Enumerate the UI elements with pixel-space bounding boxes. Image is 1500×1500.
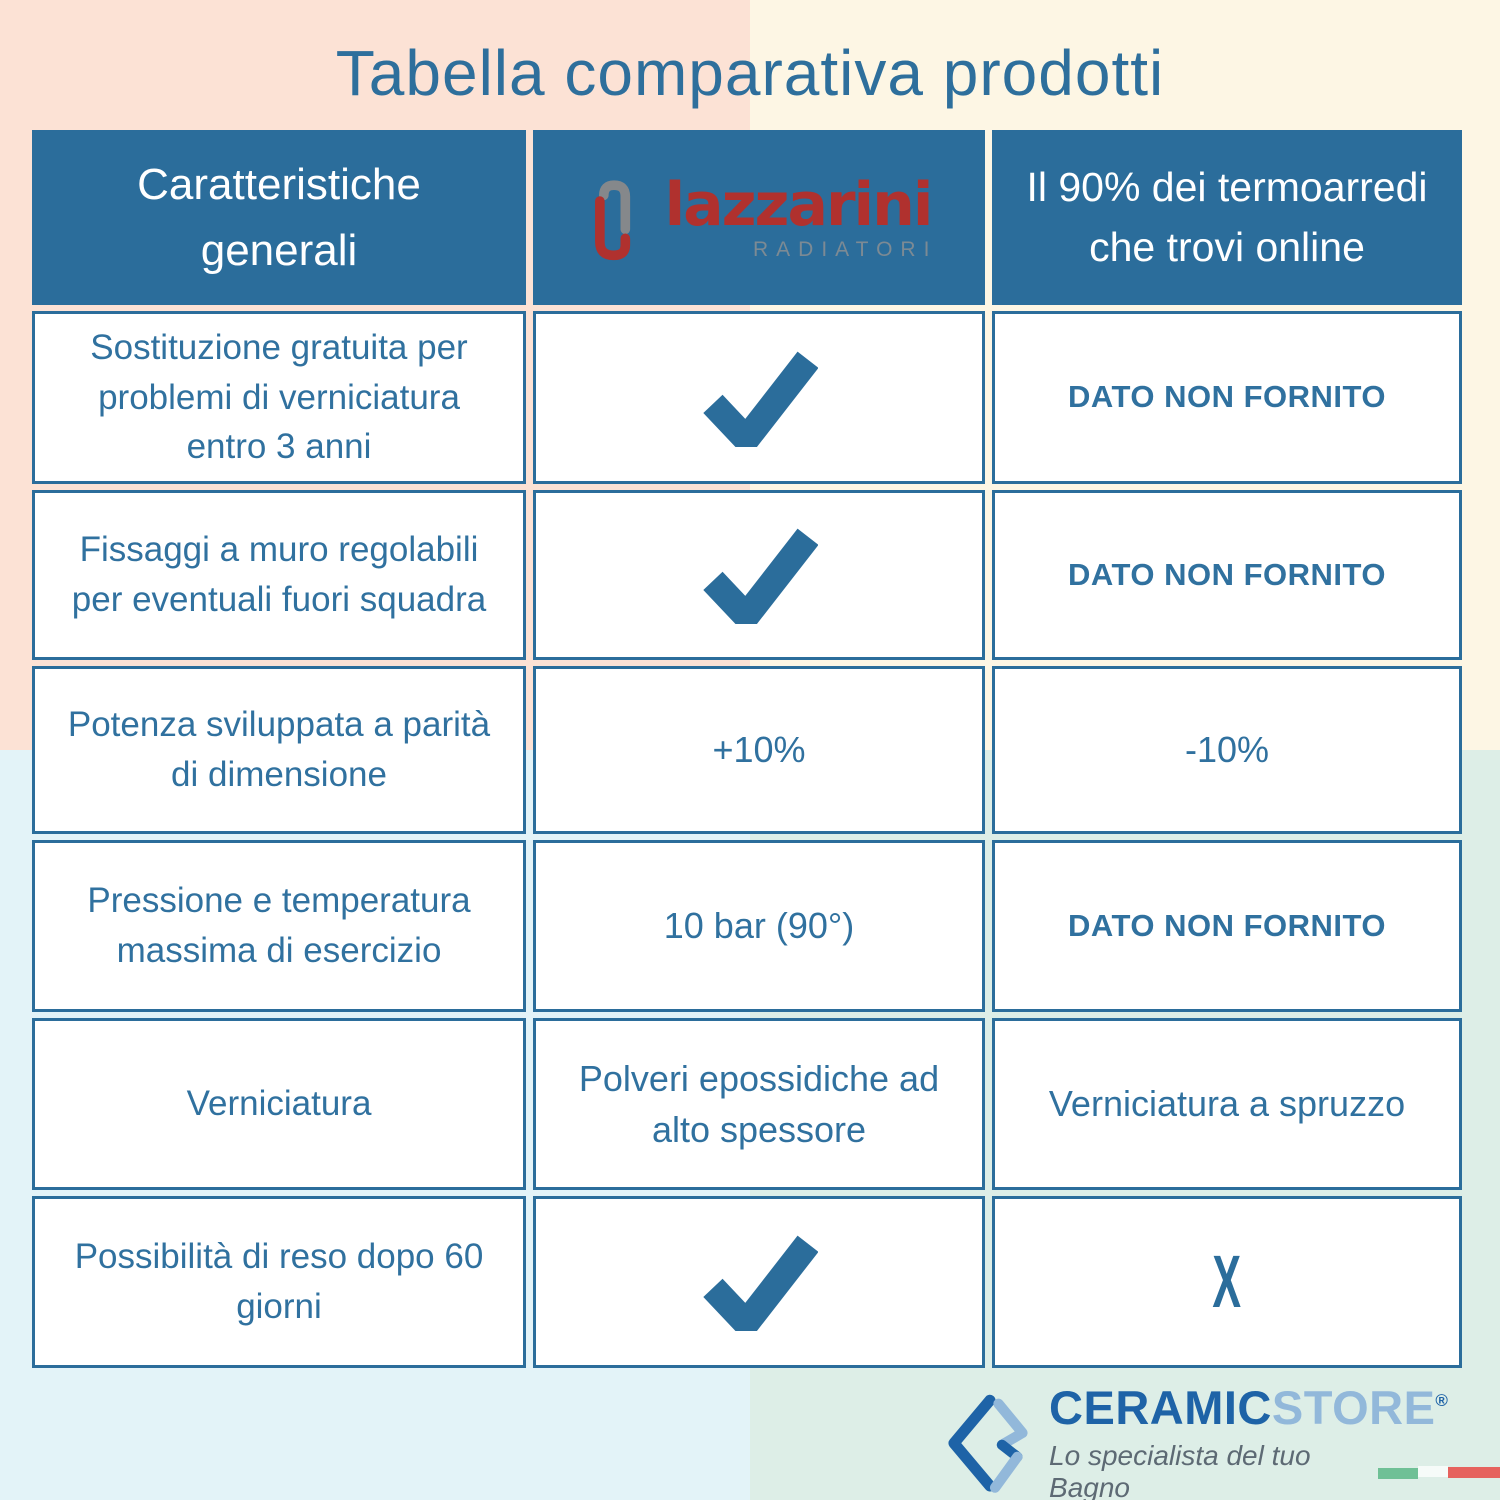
- row-4-label-cell: Pressione e temperatura massima di eserc…: [32, 840, 526, 1012]
- header-lazzarini-cell: lazzarini RADIATORI: [533, 130, 985, 305]
- row-3-label: Potenza sviluppata a parità di dimension…: [67, 705, 491, 794]
- lazzarini-subtitle: RADIATORI: [753, 238, 938, 261]
- header-competitors-cell: Il 90% dei termoarredi che trovi online: [992, 130, 1462, 305]
- row-4-lazzarini-value: 10 bar (90°): [663, 905, 855, 947]
- row-1-label: Sostituzione gratuita per problemi di ve…: [90, 327, 468, 467]
- row-5-others-value: Verniciatura a spruzzo: [1048, 1083, 1406, 1125]
- row-6-label-cell: Possibilità di reso dopo 60 giorni: [32, 1196, 526, 1368]
- ceramicstore-wordmark: CERAMICSTORE®: [1049, 1384, 1500, 1431]
- header-features-cell: Caratteristiche generali: [32, 130, 526, 305]
- lazzarini-logo: lazzarini RADIATORI: [587, 170, 934, 261]
- check-icon: [703, 1235, 818, 1331]
- row-3-lazzarini-value: +10%: [712, 729, 806, 771]
- ceramicstore-diamond-icon: [948, 1394, 1028, 1493]
- row-4-label: Pressione e temperatura massima di eserc…: [87, 881, 471, 970]
- ceramicstore-tagline: Lo specialista del tuo Bagno: [1049, 1440, 1311, 1500]
- header-competitors-label: Il 90% dei termoarredi che trovi online: [1026, 164, 1428, 270]
- row-6-others-cell: X: [992, 1196, 1462, 1368]
- row-2-others-cell: DATO NON FORNITO: [992, 490, 1462, 660]
- brand-secondary: STORE: [1271, 1381, 1436, 1434]
- cross-icon: X: [1212, 1240, 1242, 1323]
- registered-mark: ®: [1435, 1391, 1449, 1410]
- row-4-others-cell: DATO NON FORNITO: [992, 840, 1462, 1012]
- row-4-lazzarini-cell: 10 bar (90°): [533, 840, 985, 1012]
- italian-flag-icon: [1378, 1465, 1500, 1479]
- lazzarini-logo-icon: [594, 179, 630, 260]
- check-icon: [703, 351, 818, 447]
- row-1-others-cell: DATO NON FORNITO: [992, 311, 1462, 484]
- row-5-label: Verniciatura: [186, 1084, 372, 1124]
- ceramicstore-logo: CERAMICSTORE® Lo specialista del tuo Bag…: [942, 1384, 1500, 1500]
- row-3-label-cell: Potenza sviluppata a parità di dimension…: [32, 666, 526, 834]
- row-5-lazzarini-cell: Polveri epossidiche ad alto spessore: [533, 1018, 985, 1190]
- row-6-lazzarini-cell: [533, 1196, 985, 1368]
- row-1-lazzarini-cell: [533, 311, 985, 484]
- row-6-label: Possibilità di reso dopo 60 giorni: [74, 1237, 484, 1326]
- row-2-label: Fissaggi a muro regolabili per eventuali…: [71, 530, 487, 619]
- lazzarini-wordmark: lazzarini RADIATORI: [664, 170, 934, 260]
- row-5-lazzarini-value: Polveri epossidiche ad alto spessore: [578, 1057, 940, 1150]
- row-3-others-cell: -10%: [992, 666, 1462, 834]
- row-1-label-cell: Sostituzione gratuita per problemi di ve…: [32, 311, 526, 484]
- lazzarini-word: lazzarini: [664, 170, 934, 240]
- row-3-lazzarini-cell: +10%: [533, 666, 985, 834]
- row-2-others-value: DATO NON FORNITO: [1068, 556, 1386, 592]
- row-5-others-cell: Verniciatura a spruzzo: [992, 1018, 1462, 1190]
- check-icon: [703, 528, 818, 624]
- header-features-label: Caratteristiche generali: [137, 159, 421, 275]
- row-4-others-value: DATO NON FORNITO: [1068, 907, 1386, 943]
- row-2-label-cell: Fissaggi a muro regolabili per eventuali…: [32, 490, 526, 660]
- row-5-label-cell: Verniciatura: [32, 1018, 526, 1190]
- row-2-lazzarini-cell: [533, 490, 985, 660]
- row-3-others-value: -10%: [1184, 729, 1270, 771]
- page-title: Tabella comparativa prodotti: [335, 37, 1165, 109]
- ceramicstore-text: CERAMICSTORE® Lo specialista del tuo Bag…: [1049, 1384, 1500, 1500]
- comparison-table: Caratteristiche generali lazzarini RADIA…: [32, 130, 1462, 1368]
- brand-primary: CERAMIC: [1049, 1381, 1272, 1434]
- row-1-others-value: DATO NON FORNITO: [1068, 379, 1386, 415]
